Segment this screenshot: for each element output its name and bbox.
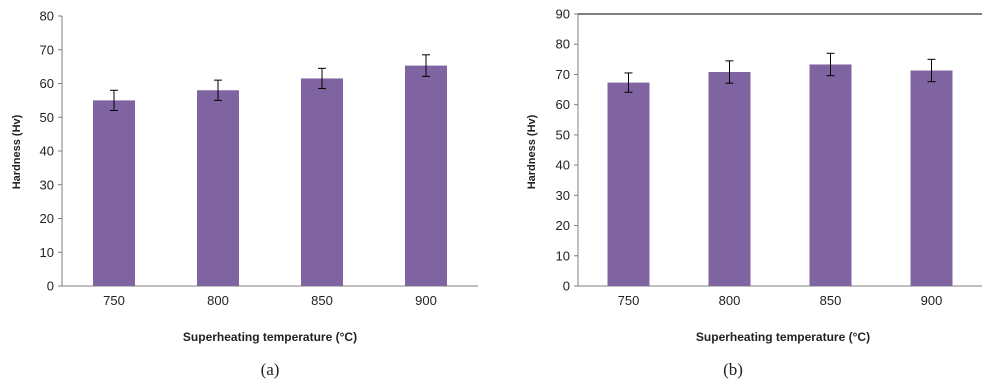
chart-a-error-bar xyxy=(214,79,222,101)
chart-b-x-axis-label: Superheating temperature (°C) xyxy=(696,330,870,344)
chart-b-y-axis-label: Hardness (Hv) xyxy=(526,114,538,189)
chart-a-y-tick-label: 0 xyxy=(47,279,54,294)
chart-b-y-tick-label: 80 xyxy=(556,37,570,52)
chart-a-y-tick-label: 40 xyxy=(40,144,54,159)
chart-b-bar xyxy=(809,64,852,287)
chart-b-panel-label: (b) xyxy=(723,360,743,379)
chart-a-y-axis-label: Hardness (Hv) xyxy=(11,114,23,189)
chart-a-y-tick-label: 30 xyxy=(40,177,54,192)
chart-a-y-tick-label: 10 xyxy=(40,245,54,260)
chart-a-bar xyxy=(301,78,343,286)
chart-a-x-tick-label: 850 xyxy=(311,293,333,308)
chart-b-y-tick-label: 30 xyxy=(556,188,570,203)
chart-a-x-tick-label: 800 xyxy=(207,293,229,308)
chart-a-y-tick-label: 80 xyxy=(40,9,54,24)
chart-b-y-tick-label: 70 xyxy=(556,67,570,82)
chart-b-bar xyxy=(708,72,751,286)
chart-a-bar xyxy=(197,90,239,286)
chart-a-x-tick-label: 750 xyxy=(103,293,125,308)
chart-b-y-tick-label: 90 xyxy=(556,7,570,22)
chart-b-y-tick-label: 60 xyxy=(556,97,570,112)
chart-a-error-bar xyxy=(110,89,118,111)
chart-b-error-bar xyxy=(725,60,734,84)
chart-a-y-tick-label: 20 xyxy=(40,211,54,226)
chart-b-bar xyxy=(910,70,953,286)
chart-b-x-tick-label: 750 xyxy=(618,293,640,308)
chart-b-bar xyxy=(607,82,650,286)
chart-a-x-tick-label: 900 xyxy=(415,293,437,308)
chart-a: Hardness (Hv) Superheating temperature (… xyxy=(11,9,478,379)
chart-a-panel-label: (a) xyxy=(261,360,280,379)
chart-a-error-bar xyxy=(318,67,326,90)
chart-b-y-tick-label: 20 xyxy=(556,218,570,233)
chart-a-y-tick-label: 70 xyxy=(40,42,54,57)
chart-b-error-bar xyxy=(624,72,633,93)
chart-b-x-tick-label: 800 xyxy=(719,293,741,308)
chart-a-x-axis-label: Superheating temperature (°C) xyxy=(183,330,357,344)
chart-a-error-bar xyxy=(422,54,430,77)
chart-a-y-tick-label: 60 xyxy=(40,76,54,91)
chart-b-y-tick-label: 50 xyxy=(556,127,570,142)
chart-b-y-tick-label: 10 xyxy=(556,248,570,263)
chart-a-bar xyxy=(405,65,447,286)
chart-b-x-tick-label: 900 xyxy=(921,293,943,308)
chart-b-error-bar xyxy=(927,58,936,83)
chart-a-bar xyxy=(93,100,135,286)
chart-b-y-tick-label: 0 xyxy=(563,279,570,294)
chart-b-x-tick-label: 850 xyxy=(820,293,842,308)
chart-a-y-tick-label: 50 xyxy=(40,110,54,125)
chart-b: Hardness (Hv) Superheating temperature (… xyxy=(526,7,982,379)
chart-b-error-bar xyxy=(826,52,835,77)
chart-b-y-tick-label: 40 xyxy=(556,158,570,173)
